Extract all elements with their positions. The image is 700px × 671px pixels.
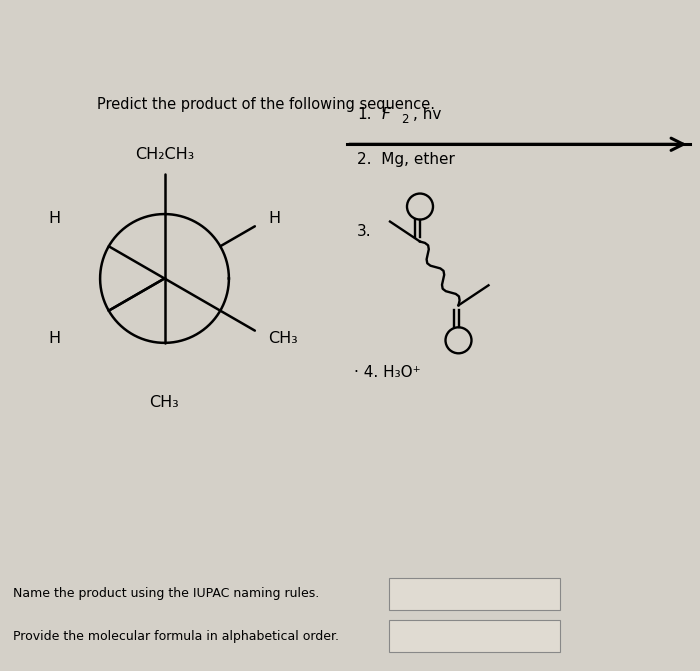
Text: 2: 2 [401,113,409,126]
Text: H: H [48,331,60,346]
Text: CH₂CH₃: CH₂CH₃ [135,147,194,162]
Text: Predict the product of the following sequence.: Predict the product of the following seq… [97,97,435,112]
Text: CH₃: CH₃ [150,395,179,410]
Text: 2.  Mg, ether: 2. Mg, ether [357,152,455,167]
Text: 3.: 3. [357,224,372,240]
Bar [389,578,560,610]
Text: Name the product using the IUPAC naming rules.: Name the product using the IUPAC naming … [13,587,319,601]
Text: 1.: 1. [357,107,372,122]
Text: H: H [48,211,60,226]
Text: H: H [269,211,281,226]
Text: F: F [382,107,391,122]
Text: , hv: , hv [413,107,442,122]
Text: · 4. H₃O⁺: · 4. H₃O⁺ [354,365,420,380]
Bar [389,620,560,652]
Text: CH₃: CH₃ [269,331,298,346]
Text: Provide the molecular formula in alphabetical order.: Provide the molecular formula in alphabe… [13,629,339,643]
